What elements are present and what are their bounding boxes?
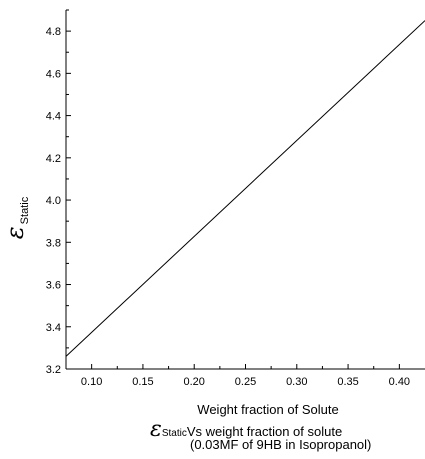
caption-subscript: Static <box>161 428 187 439</box>
y-tick-label: 4.6 <box>46 68 61 80</box>
y-axis-label: ε Static <box>1 196 31 239</box>
y-axis-label-symbol: ε <box>1 226 29 239</box>
y-tick-label: 3.2 <box>46 364 61 376</box>
chart-caption-line2: (0.03MF of 9HB in Isopropanol) <box>190 437 372 452</box>
caption-symbol: ε <box>150 417 162 442</box>
x-tick-label: 0.35 <box>337 376 358 388</box>
y-tick-label: 3.4 <box>46 322 61 334</box>
chart-caption: εStaticVs weight fraction of solute <box>150 417 342 442</box>
y-axis-label-subscript: Static <box>19 196 31 224</box>
y-tick-label: 3.6 <box>46 280 61 292</box>
x-tick-label: 0.20 <box>184 376 205 388</box>
x-tick-label: 0.40 <box>389 376 410 388</box>
y-tick-label: 4.4 <box>46 111 61 123</box>
x-tick-label: 0.25 <box>235 376 256 388</box>
series-line <box>65 20 425 357</box>
y-tick-label: 4.0 <box>46 195 61 207</box>
y-tick-label: 3.8 <box>46 237 61 249</box>
caption-line1: Vs weight fraction of solute <box>186 424 343 439</box>
y-tick-label: 4.2 <box>46 153 61 165</box>
x-axis-label: Weight fraction of Solute <box>197 402 338 417</box>
y-tick-label: 4.8 <box>46 26 61 38</box>
x-tick-label: 0.10 <box>81 376 102 388</box>
x-tick-label: 0.30 <box>286 376 307 388</box>
x-tick-label: 0.15 <box>132 376 153 388</box>
